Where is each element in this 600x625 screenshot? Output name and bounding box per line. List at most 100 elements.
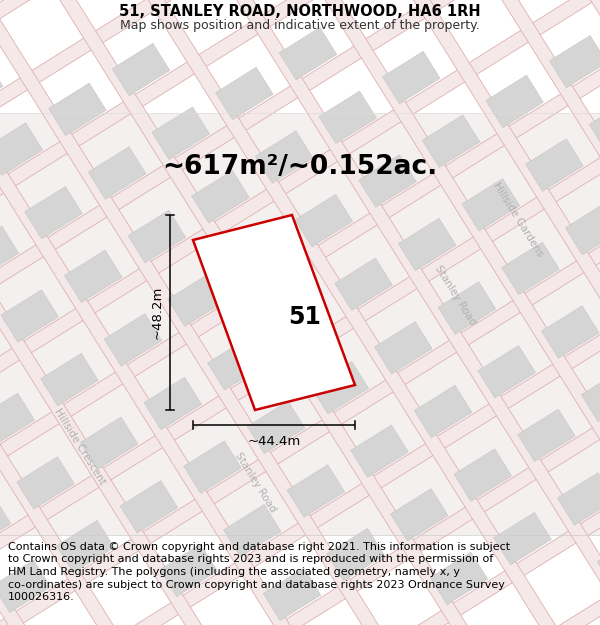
Polygon shape: [41, 353, 98, 406]
Polygon shape: [335, 258, 392, 311]
Text: ~44.4m: ~44.4m: [247, 435, 301, 448]
Polygon shape: [34, 0, 523, 625]
Polygon shape: [271, 298, 329, 350]
Polygon shape: [215, 67, 273, 120]
Polygon shape: [391, 489, 448, 541]
Bar: [0, 113, 600, 535]
Polygon shape: [0, 38, 600, 526]
Text: co-ordinates) are subject to Crown copyright and database rights 2023 Ordnance S: co-ordinates) are subject to Crown copyr…: [8, 579, 505, 589]
Polygon shape: [597, 536, 600, 589]
Polygon shape: [1, 290, 59, 342]
Polygon shape: [526, 139, 583, 191]
Polygon shape: [246, 609, 600, 625]
Polygon shape: [0, 111, 269, 625]
Text: 51: 51: [289, 305, 322, 329]
Polygon shape: [550, 36, 600, 88]
Polygon shape: [56, 520, 114, 573]
Text: Hillside Gardens: Hillside Gardens: [491, 181, 545, 259]
Polygon shape: [0, 31, 396, 625]
Polygon shape: [0, 101, 600, 589]
Polygon shape: [161, 0, 600, 625]
Polygon shape: [327, 528, 385, 581]
Polygon shape: [486, 75, 544, 128]
Polygon shape: [0, 191, 142, 625]
Polygon shape: [208, 338, 265, 390]
Polygon shape: [0, 0, 600, 462]
Polygon shape: [565, 202, 600, 255]
Polygon shape: [0, 0, 341, 17]
Polygon shape: [104, 314, 162, 366]
Polygon shape: [0, 151, 205, 625]
Polygon shape: [112, 43, 170, 96]
Polygon shape: [25, 186, 82, 239]
Polygon shape: [144, 378, 202, 430]
Polygon shape: [49, 83, 106, 136]
Text: ~617m²/~0.152ac.: ~617m²/~0.152ac.: [163, 154, 437, 180]
Polygon shape: [168, 274, 226, 326]
Polygon shape: [7, 228, 600, 625]
Polygon shape: [478, 346, 536, 398]
Polygon shape: [398, 218, 456, 271]
Polygon shape: [0, 122, 43, 176]
Polygon shape: [454, 449, 512, 501]
Polygon shape: [0, 230, 78, 625]
Polygon shape: [47, 292, 600, 625]
Polygon shape: [152, 107, 209, 159]
Polygon shape: [0, 164, 600, 625]
Polygon shape: [295, 194, 353, 247]
Polygon shape: [88, 147, 146, 199]
Polygon shape: [0, 0, 460, 625]
Polygon shape: [0, 0, 380, 81]
Polygon shape: [0, 71, 332, 625]
Polygon shape: [127, 419, 600, 625]
Text: Hillside Crescent: Hillside Crescent: [53, 407, 107, 487]
Polygon shape: [502, 242, 559, 294]
Polygon shape: [374, 322, 432, 374]
Polygon shape: [438, 282, 496, 334]
Polygon shape: [263, 568, 321, 621]
Polygon shape: [0, 560, 50, 612]
Text: 51, STANLEY ROAD, NORTHWOOD, HA6 1RH: 51, STANLEY ROAD, NORTHWOOD, HA6 1RH: [119, 4, 481, 19]
Polygon shape: [359, 154, 416, 208]
Polygon shape: [17, 457, 74, 509]
Polygon shape: [352, 0, 600, 524]
Polygon shape: [319, 91, 377, 144]
Polygon shape: [287, 464, 345, 518]
Polygon shape: [0, 0, 580, 399]
Polygon shape: [430, 552, 488, 605]
Polygon shape: [128, 210, 186, 263]
Polygon shape: [255, 131, 313, 183]
Polygon shape: [279, 28, 337, 80]
Polygon shape: [160, 544, 218, 597]
Polygon shape: [0, 0, 421, 144]
Polygon shape: [166, 482, 600, 625]
Polygon shape: [0, 270, 14, 625]
Text: to Crown copyright and database rights 2023 and is reproduced with the permissio: to Crown copyright and database rights 2…: [8, 554, 493, 564]
Polygon shape: [462, 179, 520, 231]
Text: Stanley Road: Stanley Road: [233, 450, 277, 514]
Polygon shape: [0, 0, 539, 335]
Polygon shape: [0, 393, 35, 446]
Polygon shape: [80, 417, 138, 469]
Polygon shape: [193, 215, 355, 410]
Text: Contains OS data © Crown copyright and database right 2021. This information is : Contains OS data © Crown copyright and d…: [8, 542, 510, 552]
Text: Stanley Road: Stanley Road: [433, 263, 478, 327]
Polygon shape: [0, 496, 11, 549]
Polygon shape: [120, 481, 178, 533]
Polygon shape: [184, 441, 241, 493]
Polygon shape: [0, 0, 460, 208]
Polygon shape: [416, 0, 600, 484]
Text: Map shows position and indicative extent of the property.: Map shows position and indicative extent…: [120, 19, 480, 31]
Polygon shape: [350, 425, 409, 478]
Polygon shape: [87, 355, 600, 625]
Polygon shape: [541, 306, 599, 358]
Polygon shape: [479, 0, 600, 444]
Polygon shape: [0, 226, 19, 279]
Polygon shape: [518, 409, 575, 462]
Polygon shape: [382, 51, 440, 104]
Polygon shape: [0, 0, 500, 272]
Polygon shape: [225, 0, 600, 603]
Text: ~48.2m: ~48.2m: [151, 286, 164, 339]
Polygon shape: [311, 361, 368, 414]
Polygon shape: [543, 0, 600, 404]
